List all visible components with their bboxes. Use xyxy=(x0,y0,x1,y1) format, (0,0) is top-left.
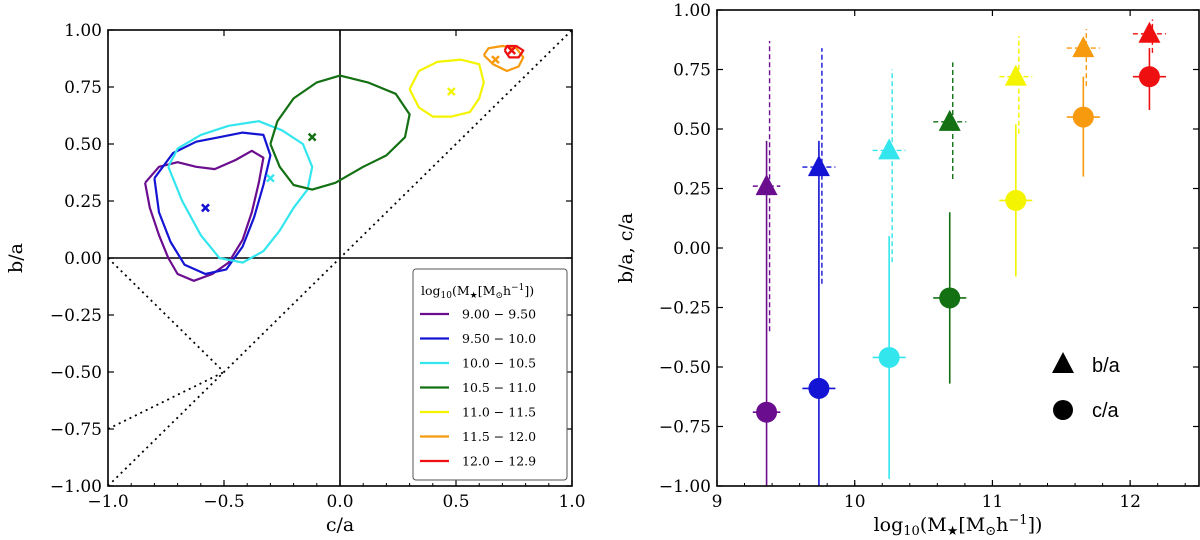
contour-4 xyxy=(408,58,485,118)
y-tick-label: −0.75 xyxy=(659,418,711,438)
y-tick-label: 0.25 xyxy=(64,192,102,212)
center-marker-1 xyxy=(201,203,210,213)
legend-label-3: 10.5 − 11.0 xyxy=(462,380,536,395)
x-tick-label: −1.0 xyxy=(87,492,128,512)
y-tick-label: −0.50 xyxy=(659,358,711,378)
c-a-point-5 xyxy=(1072,106,1094,128)
left-center-markers xyxy=(201,46,517,213)
legend-label-b-a: b/a xyxy=(1092,355,1121,377)
left-panel-contour-plot: −1.0 −0.5 0.0 0.5 1.0 −1.00 −0.75 −0.50 −0.25 0.… xyxy=(5,21,586,536)
left-reference-lines xyxy=(107,29,573,487)
center-marker-4 xyxy=(447,87,456,96)
right-y-ticks: −1.00 −0.75 −0.50 −0.25 0.00 0.25 0.50 0.75 1.00 xyxy=(659,1,1199,497)
c-a-point-0 xyxy=(756,401,778,423)
contour-5 xyxy=(482,44,525,73)
y-tick-label: 0.00 xyxy=(64,249,102,269)
y-tick-label: −0.25 xyxy=(659,299,711,319)
left-legend-box xyxy=(412,268,568,481)
b-a-point-2 xyxy=(878,138,901,160)
center-marker-3 xyxy=(307,132,317,142)
y-tick-label: −0.25 xyxy=(50,306,102,326)
left-x-axis-label: c/a xyxy=(326,514,354,536)
x-tick-label: 9 xyxy=(712,492,723,512)
y-tick-label: 0.50 xyxy=(673,120,711,140)
c-a-point-6 xyxy=(1138,66,1160,88)
right-x-axis-label: log10(M★[M⊙h−1]) xyxy=(874,513,1043,539)
lower-dotted-line xyxy=(107,371,225,430)
y-tick-label: 0.25 xyxy=(673,180,711,200)
right-panel-scatter-plot: 9 10 11 12 −1.00 −0.75 −0.50 −0.25 0.00 0.25 0.50… xyxy=(615,1,1200,539)
y-tick-label: 0.50 xyxy=(64,135,102,155)
left-x-ticks: −1.0 −0.5 0.0 0.5 1.0 xyxy=(87,30,586,512)
y-tick-label: 1.00 xyxy=(64,21,102,41)
center-marker-6 xyxy=(507,46,517,55)
diagonal-dotted-line xyxy=(107,29,573,487)
c-a-point-3 xyxy=(939,287,961,309)
contour-3 xyxy=(269,74,411,191)
c-a-point-2 xyxy=(878,346,900,368)
x-tick-label: 12 xyxy=(1119,492,1141,512)
left-legend-items: 9.00 − 9.50 9.50 − 10.0 10.0 − 10.5 10.5 − … xyxy=(420,307,536,469)
y-tick-label: −0.75 xyxy=(50,420,102,440)
x-tick-label: 10 xyxy=(844,492,866,512)
contour-6 xyxy=(503,44,525,59)
b-a-point-5 xyxy=(1072,36,1095,58)
legend-circle-marker xyxy=(1053,400,1073,420)
contour-1 xyxy=(153,131,272,276)
left-y-ticks: −1.00 −0.75 −0.50 −0.25 0.00 0.25 0.50 0.75 1.00 xyxy=(50,21,572,497)
right-x-ticks: 9 10 11 12 xyxy=(712,10,1186,512)
left-contours xyxy=(144,44,525,282)
y-tick-label: 0.75 xyxy=(673,61,711,81)
right-axes-frame xyxy=(716,9,1200,487)
legend-triangle-marker xyxy=(1052,352,1074,373)
legend-label-6: 12.0 − 12.9 xyxy=(462,454,536,469)
right-y-axis-label: b/a, c/a xyxy=(615,213,637,283)
b-a-point-6 xyxy=(1138,21,1161,43)
x-tick-label: 11 xyxy=(982,492,1004,512)
right-legend: b/a c/a xyxy=(1052,352,1121,422)
x-tick-label: 1.0 xyxy=(558,492,585,512)
left-y-axis-label: b/a xyxy=(5,243,27,273)
y-tick-label: 0.00 xyxy=(673,239,711,259)
left-legend: log10(M★[M⊙h−1]) 9.00 − 9.509.50 − 10.01… xyxy=(412,268,568,481)
y-tick-label: 1.00 xyxy=(673,1,711,21)
center-marker-2 xyxy=(266,173,275,183)
contour-0 xyxy=(144,149,265,282)
legend-label-2: 10.0 − 10.5 xyxy=(462,356,536,371)
right-data-marks xyxy=(752,19,1166,486)
legend-label-4: 11.0 − 11.5 xyxy=(462,405,536,420)
y-tick-label: −1.00 xyxy=(659,477,711,497)
b-a-point-3 xyxy=(938,109,961,131)
contour-2 xyxy=(167,120,314,264)
b-a-point-4 xyxy=(1004,64,1027,86)
c-a-point-1 xyxy=(808,377,830,399)
legend-label-0: 9.00 − 9.50 xyxy=(462,307,536,322)
legend-label-1: 9.50 − 10.0 xyxy=(462,331,536,346)
legend-label-5: 11.5 − 12.0 xyxy=(462,429,536,444)
y-tick-label: −1.00 xyxy=(50,477,102,497)
x-tick-label: −0.5 xyxy=(203,492,244,512)
center-marker-5 xyxy=(491,55,500,64)
y-tick-label: −0.50 xyxy=(50,363,102,383)
c-a-point-4 xyxy=(1005,189,1027,211)
y-tick-label: 0.75 xyxy=(64,78,102,98)
x-tick-label: 0.5 xyxy=(442,492,469,512)
x-tick-label: 0.0 xyxy=(326,492,353,512)
legend-label-c-a: c/a xyxy=(1092,400,1120,422)
